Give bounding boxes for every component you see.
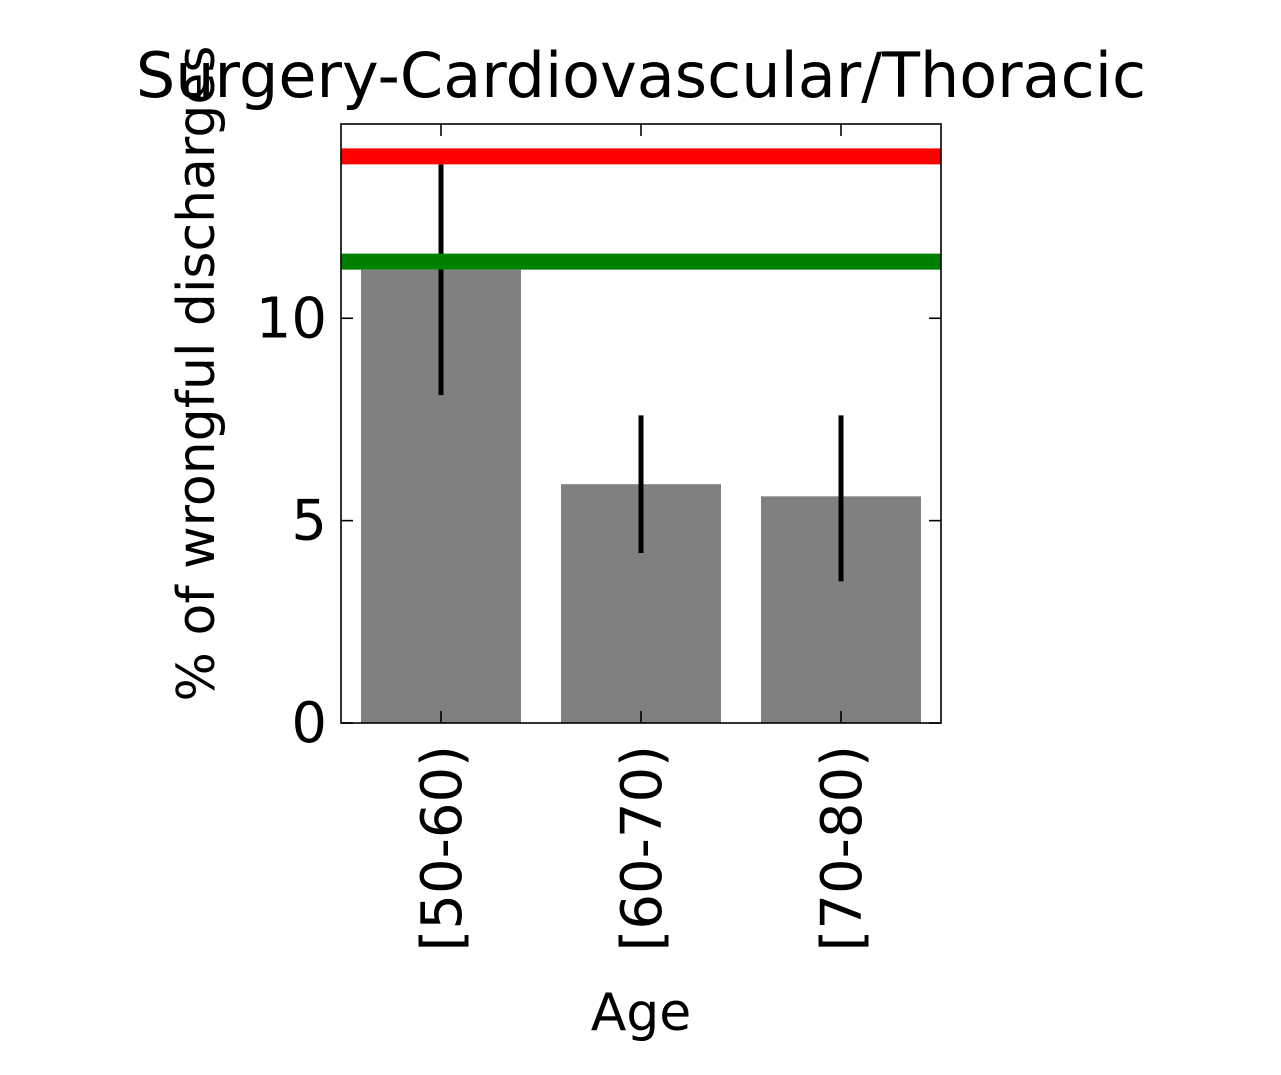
x-tick-label: [60-70)	[610, 745, 675, 951]
error-bars-group	[438, 164, 844, 582]
reference-lines-group	[341, 148, 941, 270]
y-tick-label: 10	[256, 286, 327, 351]
x-axis-label: Age	[591, 983, 692, 1043]
y-axis-label: % of wrongful discharges	[167, 46, 227, 702]
ticks-group: 0 5 10 [50-60) [60-70) [70-80)	[256, 124, 941, 951]
x-tick-label: [70-80)	[810, 745, 875, 951]
x-tick-label: [50-60)	[410, 745, 475, 951]
y-tick-label: 0	[291, 691, 327, 756]
y-tick-label: 5	[291, 489, 327, 554]
chart-title: Surgery-Cardiovascular/Thoracic	[136, 39, 1146, 112]
